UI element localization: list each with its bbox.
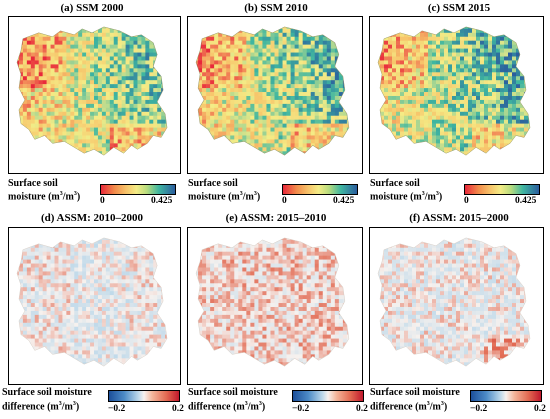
colorbar-min-label: −0.2	[108, 404, 126, 414]
legend-title-line2: difference (m	[188, 401, 245, 413]
diff-colorbar	[108, 390, 180, 402]
panel-title: (a) SSM 2000	[60, 2, 124, 14]
unit-exponent: 3	[253, 191, 257, 197]
legend-title-line2: difference (m	[370, 401, 427, 413]
unit-suffix: )	[261, 401, 266, 413]
legend-title-line2: moisture (m	[8, 191, 60, 203]
ssm-legend: Surface soil moisture (m3/m3) 0 0.425	[370, 178, 550, 208]
map-raster	[16, 26, 168, 156]
map-frame	[369, 16, 544, 174]
map-raster	[196, 237, 349, 367]
map-frame	[187, 16, 363, 174]
unit-suffix: )	[76, 191, 81, 203]
colorbar-min-label: 0	[100, 196, 105, 206]
map-raster	[378, 237, 530, 367]
diff-colorbar	[292, 390, 364, 402]
map-raster	[378, 26, 530, 156]
unit-exponent: 3	[59, 191, 63, 197]
unit-exponent: 3	[258, 401, 262, 407]
legend-title-line2: moisture (m	[188, 191, 240, 203]
unit-exponent: 3	[73, 191, 77, 197]
colorbar-max-label: 0.2	[356, 404, 368, 414]
panel-title: (d) ASSM: 2010–2000	[40, 212, 144, 224]
unit-exponent: 3	[72, 401, 76, 407]
assm-map-2015-2010	[195, 237, 350, 367]
diff-colorbar	[470, 390, 542, 402]
colorbar-max-label: 0.2	[534, 404, 546, 414]
colorbar-max-label: 0.425	[151, 196, 173, 206]
colorbar-min-label: −0.2	[292, 404, 310, 414]
ssm-colorbar	[100, 184, 176, 195]
unit-mid: /m	[247, 401, 259, 413]
region-boundary	[377, 237, 531, 367]
unit-suffix: )	[75, 401, 80, 413]
panel-c: (c) SSM 2015 Surface soil moisture (m3/m…	[368, 0, 550, 210]
legend-title-line1: Surface soil moisture	[2, 387, 92, 398]
colorbar-min-label: 0	[282, 196, 287, 206]
ssm-legend: Surface soil moisture (m3/m3) 0 0.425	[8, 178, 184, 208]
ssm-map-2015	[377, 26, 531, 156]
unit-suffix: )	[438, 191, 443, 203]
unit-mid: /m	[429, 401, 441, 413]
unit-exponent: 3	[435, 191, 439, 197]
panel-title: (f) ASSM: 2015–2000	[409, 212, 509, 224]
panel-b: (b) SSM 2010 Surface soil moisture (m3/m…	[184, 0, 368, 210]
panel-e: (e) ASSM: 2015–2010 Surface soil moistur…	[184, 212, 368, 419]
legend-title-line1: Surface soil	[370, 178, 420, 189]
region-boundary	[195, 237, 350, 367]
ssm-legend: Surface soil moisture (m3/m3) 0 0.425	[188, 178, 368, 208]
diff-legend: Surface soil moisture difference (m3/m3)…	[188, 387, 368, 417]
map-frame	[8, 227, 181, 385]
unit-mid: /m	[424, 191, 436, 203]
unit-suffix: )	[256, 191, 261, 203]
map-frame	[369, 227, 544, 385]
panel-f: (f) ASSM: 2015–2000 Surface soil moistur…	[368, 212, 550, 419]
unit-exponent: 3	[244, 401, 248, 407]
map-raster	[196, 26, 349, 156]
legend-title-line2: moisture (m	[370, 191, 422, 203]
unit-mid: /m	[61, 401, 73, 413]
unit-exponent: 3	[421, 191, 425, 197]
legend-title-line2: difference (m	[2, 401, 59, 413]
region-boundary	[377, 26, 531, 156]
panel-title: (b) SSM 2010	[244, 2, 308, 14]
map-frame	[187, 227, 363, 385]
ssm-colorbar	[282, 184, 358, 195]
legend-title-line1: Surface soil	[8, 178, 58, 189]
region-boundary	[195, 26, 350, 156]
diff-legend: Surface soil moisture difference (m3/m3)…	[370, 387, 550, 417]
unit-exponent: 3	[58, 401, 62, 407]
unit-exponent: 3	[426, 401, 430, 407]
ssm-map-2010	[195, 26, 350, 156]
ssm-map-2000	[16, 26, 168, 156]
panel-title: (c) SSM 2015	[427, 2, 491, 14]
legend-title-line1: Surface soil moisture	[370, 387, 460, 398]
colorbar-max-label: 0.425	[333, 196, 355, 206]
colorbar-min-label: −0.2	[470, 404, 488, 414]
diff-legend: Surface soil moisture difference (m3/m3)…	[2, 387, 184, 417]
unit-mid: /m	[62, 191, 74, 203]
legend-title-line1: Surface soil moisture	[188, 387, 278, 398]
assm-map-2010-2000	[16, 237, 168, 367]
ssm-colorbar	[464, 184, 540, 195]
map-frame	[8, 16, 181, 174]
unit-mid: /m	[242, 191, 254, 203]
panel-title: (e) ASSM: 2015–2010	[225, 212, 327, 224]
panel-d: (d) ASSM: 2010–2000 Surface soil moistur…	[0, 212, 184, 419]
unit-exponent: 3	[440, 401, 444, 407]
unit-suffix: )	[443, 401, 448, 413]
region-boundary	[16, 237, 168, 367]
unit-exponent: 3	[239, 191, 243, 197]
legend-title-line1: Surface soil	[188, 178, 238, 189]
colorbar-min-label: 0	[464, 196, 469, 206]
region-boundary	[16, 26, 168, 156]
panel-a: (a) SSM 2000 Surface soil moisture (m3/m…	[0, 0, 184, 210]
map-raster	[16, 237, 168, 367]
colorbar-max-label: 0.425	[515, 196, 537, 206]
colorbar-max-label: 0.2	[172, 404, 184, 414]
assm-map-2015-2000	[377, 237, 531, 367]
